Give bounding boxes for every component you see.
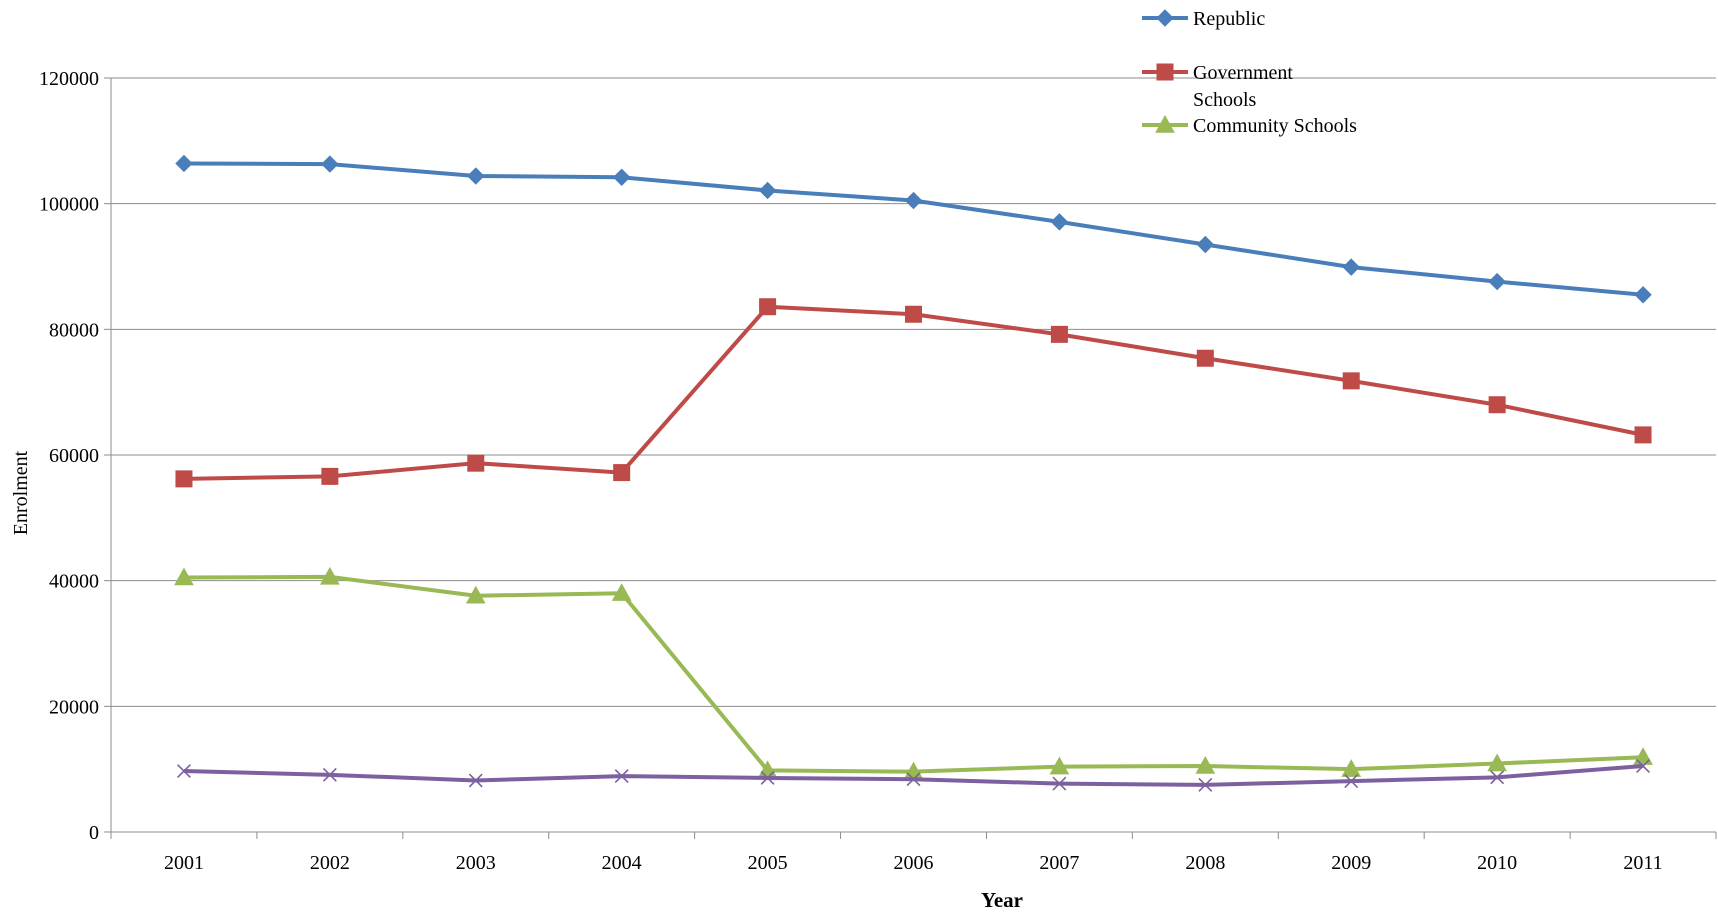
y-tick-label: 80000 <box>49 319 99 341</box>
legend-item: Government Schools <box>1142 62 1293 111</box>
data-point <box>614 465 630 481</box>
data-point <box>906 306 922 322</box>
gridlines <box>111 78 1716 706</box>
y-tick-label: 20000 <box>49 696 99 718</box>
series-1 <box>176 299 1651 487</box>
data-point <box>1051 326 1067 342</box>
data-point <box>322 468 338 484</box>
y-tick-label: 60000 <box>49 445 99 467</box>
data-point <box>1343 259 1359 275</box>
series <box>175 155 1652 791</box>
data-point <box>1343 373 1359 389</box>
y-tick-label: 120000 <box>39 68 99 90</box>
x-tick-label: 2003 <box>456 852 496 874</box>
legend-item: Republic <box>1142 8 1265 30</box>
legend-label: Community Schools <box>1193 115 1357 137</box>
data-point <box>760 299 776 315</box>
data-point <box>1489 397 1505 413</box>
data-point <box>176 155 192 171</box>
data-point <box>614 169 630 185</box>
x-tick-label: 2002 <box>310 852 350 874</box>
legend-label: Republic <box>1193 8 1265 30</box>
data-point <box>760 182 776 198</box>
legend: Republic Government Schools Community Schoo… <box>1142 8 1357 137</box>
series-line <box>184 163 1643 294</box>
data-point <box>1197 237 1213 253</box>
data-point <box>1635 287 1651 303</box>
x-tick-label: 2001 <box>164 852 204 874</box>
legend-item: Community Schools <box>1142 115 1357 137</box>
legend-marker <box>1157 10 1173 26</box>
data-point <box>1489 274 1505 290</box>
series-0 <box>176 155 1651 302</box>
y-tick-label: 0 <box>89 822 99 844</box>
data-point <box>1051 214 1067 230</box>
x-axis-label: Year <box>981 888 1023 912</box>
data-point <box>1635 427 1651 443</box>
series-line <box>184 577 1643 772</box>
legend-marker <box>1157 64 1173 80</box>
legend-label: Government Schools <box>1193 62 1293 111</box>
x-tick-label: 2007 <box>1039 852 1079 874</box>
axes: 0 20000 40000 60000 80000 100000 120000 2001 200… <box>39 68 1716 874</box>
x-tick-label: 2010 <box>1477 852 1517 874</box>
y-tick-label: 100000 <box>39 194 99 216</box>
x-tick-label: 2005 <box>748 852 788 874</box>
data-point <box>322 156 338 172</box>
data-point <box>468 455 484 471</box>
x-tick-label: 2008 <box>1185 852 1225 874</box>
data-point <box>1197 350 1213 366</box>
data-point <box>906 193 922 209</box>
x-tick-label: 2006 <box>894 852 934 874</box>
series-line <box>184 307 1643 479</box>
x-tick-label: 2011 <box>1623 852 1662 874</box>
data-point <box>176 471 192 487</box>
y-axis-label: Enrolment <box>10 450 32 535</box>
data-point <box>468 168 484 184</box>
x-tick-label: 2009 <box>1331 852 1371 874</box>
series-2 <box>175 568 1652 779</box>
y-tick-label: 40000 <box>49 571 99 593</box>
x-tick-label: 2004 <box>602 852 642 874</box>
